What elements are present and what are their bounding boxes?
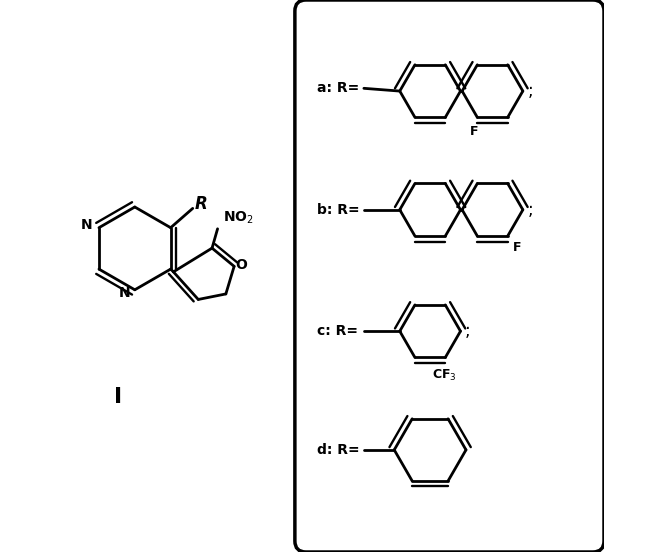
Text: ;: ; (527, 201, 533, 219)
Text: O: O (235, 258, 247, 272)
Text: a: R=: a: R= (317, 81, 359, 95)
Text: b: R=: b: R= (317, 203, 359, 217)
Text: N: N (81, 218, 92, 232)
Text: d: R=: d: R= (317, 443, 359, 457)
Text: F: F (470, 125, 479, 137)
Text: ;: ; (527, 82, 533, 100)
Text: NO$_2$: NO$_2$ (223, 210, 254, 226)
FancyBboxPatch shape (295, 0, 604, 552)
Text: ;: ; (465, 322, 470, 340)
Text: N: N (119, 285, 131, 300)
Text: F: F (514, 241, 522, 253)
Text: c: R=: c: R= (317, 324, 358, 338)
Text: R: R (195, 195, 207, 213)
Text: I: I (114, 388, 122, 407)
Text: CF$_3$: CF$_3$ (432, 368, 457, 383)
